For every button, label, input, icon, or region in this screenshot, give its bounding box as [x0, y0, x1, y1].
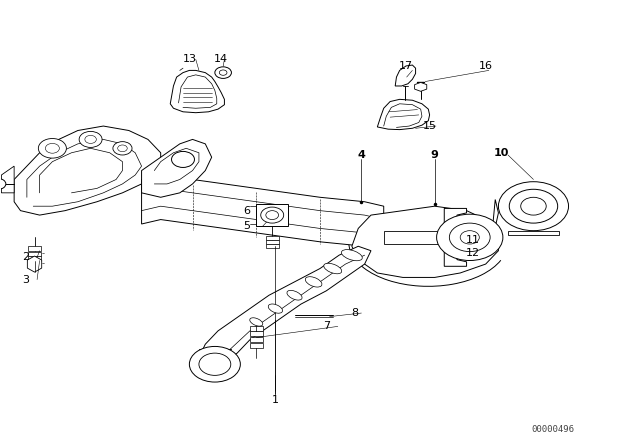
Circle shape: [199, 353, 231, 375]
Text: 9: 9: [431, 150, 438, 160]
Polygon shape: [141, 139, 212, 197]
Polygon shape: [444, 208, 467, 266]
Text: 3: 3: [22, 275, 29, 284]
Polygon shape: [28, 252, 41, 256]
Polygon shape: [28, 246, 41, 251]
Polygon shape: [266, 245, 278, 249]
Polygon shape: [199, 246, 371, 362]
Circle shape: [38, 138, 67, 158]
Text: 2: 2: [22, 252, 29, 263]
Polygon shape: [470, 224, 486, 228]
Text: 10: 10: [494, 148, 509, 158]
Circle shape: [436, 214, 503, 260]
Circle shape: [172, 151, 195, 168]
Text: 5: 5: [243, 221, 250, 231]
Polygon shape: [250, 326, 262, 331]
Circle shape: [260, 207, 284, 223]
Text: 14: 14: [214, 54, 228, 64]
Text: 11: 11: [466, 235, 480, 245]
Ellipse shape: [287, 290, 302, 300]
Circle shape: [509, 189, 557, 223]
Polygon shape: [470, 230, 486, 235]
Circle shape: [118, 145, 127, 152]
Polygon shape: [250, 337, 262, 342]
Ellipse shape: [341, 250, 362, 261]
Text: 00000496: 00000496: [531, 425, 574, 434]
Ellipse shape: [324, 263, 342, 274]
Polygon shape: [415, 82, 427, 91]
Polygon shape: [256, 204, 288, 226]
Polygon shape: [14, 126, 161, 215]
Polygon shape: [508, 231, 559, 235]
Text: 13: 13: [182, 54, 196, 64]
Polygon shape: [170, 70, 225, 113]
Text: 4: 4: [358, 150, 365, 160]
Polygon shape: [470, 236, 486, 241]
Polygon shape: [250, 332, 262, 336]
Polygon shape: [352, 206, 499, 277]
Ellipse shape: [250, 318, 263, 326]
Polygon shape: [492, 199, 499, 242]
Polygon shape: [28, 256, 42, 272]
Polygon shape: [395, 65, 415, 86]
Circle shape: [215, 67, 232, 78]
Polygon shape: [384, 231, 460, 244]
Circle shape: [79, 131, 102, 147]
Circle shape: [220, 70, 227, 75]
Polygon shape: [250, 343, 262, 348]
Ellipse shape: [268, 304, 282, 313]
Circle shape: [266, 211, 278, 220]
Circle shape: [521, 197, 546, 215]
Polygon shape: [1, 166, 14, 193]
Text: 16: 16: [479, 61, 493, 71]
Polygon shape: [266, 236, 278, 240]
Circle shape: [0, 179, 6, 189]
Circle shape: [460, 231, 479, 244]
Circle shape: [189, 346, 241, 382]
Circle shape: [499, 182, 568, 231]
Circle shape: [449, 223, 490, 252]
Polygon shape: [28, 256, 41, 260]
Text: 8: 8: [351, 308, 358, 318]
Text: 6: 6: [243, 206, 250, 215]
Polygon shape: [266, 240, 278, 244]
Polygon shape: [378, 99, 429, 129]
Text: 15: 15: [422, 121, 436, 131]
Circle shape: [85, 135, 97, 143]
Text: 7: 7: [323, 321, 330, 332]
Polygon shape: [141, 175, 384, 251]
Ellipse shape: [305, 277, 322, 287]
Text: 17: 17: [399, 61, 413, 71]
Text: 1: 1: [272, 395, 279, 405]
Text: 12: 12: [466, 248, 480, 258]
Circle shape: [45, 143, 60, 153]
Circle shape: [113, 142, 132, 155]
